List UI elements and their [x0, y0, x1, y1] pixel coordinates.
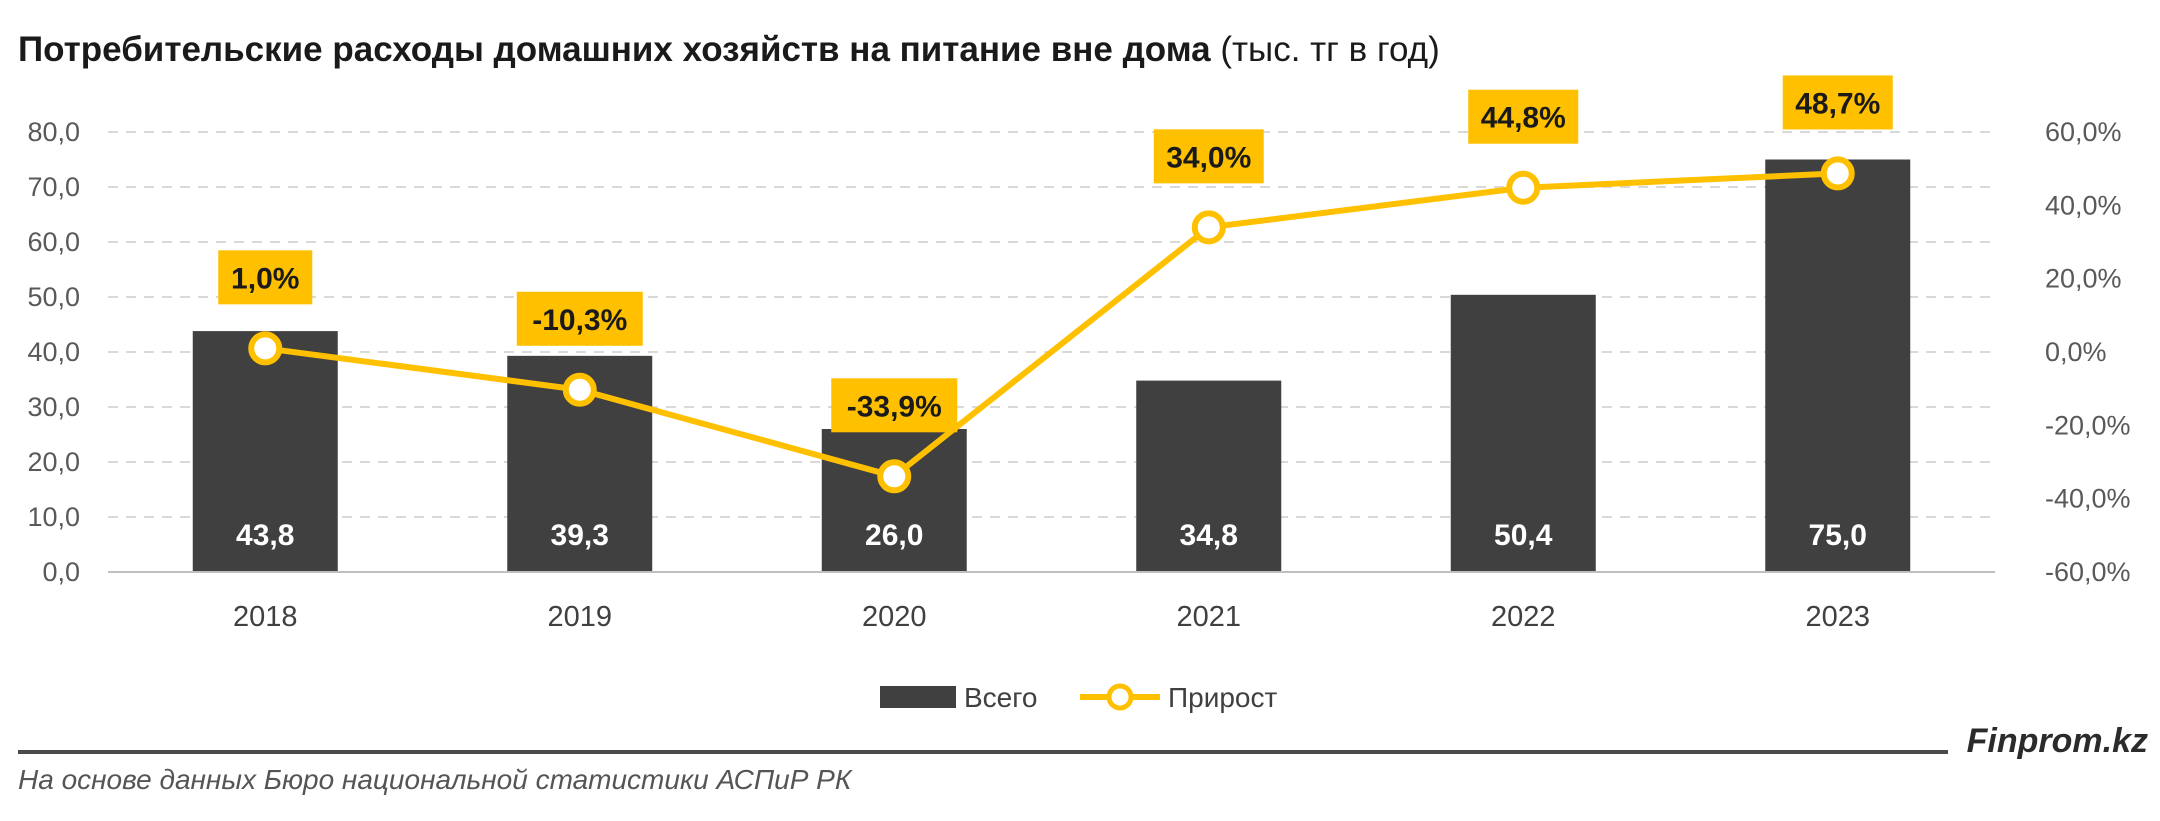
left-tick-label: 40,0 [27, 337, 80, 367]
left-tick-label: 0,0 [42, 557, 80, 587]
bar-2022 [1450, 294, 1596, 572]
left-tick-label: 70,0 [27, 172, 80, 202]
bars: 43,8 39,3 26,0 34,8 50,4 75,0 [192, 159, 1911, 572]
left-tick-label: 80,0 [27, 117, 80, 147]
growth-label-box [831, 378, 958, 433]
bar-2021 [1136, 380, 1282, 572]
bar-2020 [821, 429, 967, 572]
growth-value-label: 1,0% [231, 262, 299, 295]
growth-label-box [1153, 129, 1264, 184]
right-tick-label: 40,0% [2045, 190, 2122, 220]
growth-line: 1,0% -10,3% -33,9% 34,0% 44,8% 48,7% [218, 75, 1893, 494]
growth-point [877, 459, 912, 494]
growth-point [1191, 210, 1226, 245]
bar-value-label: 34,8 [1180, 519, 1238, 552]
category-label: 2021 [1176, 601, 1241, 633]
right-tick-label: 0,0% [2045, 337, 2107, 367]
growth-label-box [218, 250, 313, 305]
category-label: 2019 [547, 601, 612, 633]
growth-value-label: -10,3% [532, 304, 627, 337]
legend-label-total: Всего [964, 682, 1037, 713]
growth-value-label: -33,9% [847, 390, 942, 423]
bar-value-label: 43,8 [236, 519, 294, 552]
combo-chart: 0,0 10,0 20,0 30,0 40,0 50,0 60,0 70,0 80,0 -60,… [27, 75, 2131, 713]
category-label: 2020 [862, 601, 927, 633]
growth-label-box [1468, 89, 1579, 144]
chart-title: Потребительские расходы домашних хозяйст… [18, 30, 1440, 70]
legend: Всего Прирост [880, 682, 1277, 713]
left-tick-label: 30,0 [27, 392, 80, 422]
right-tick-label: -20,0% [2045, 410, 2131, 440]
category-label: 2023 [1805, 601, 1870, 633]
growth-point [1820, 156, 1855, 191]
left-tick-label: 20,0 [27, 447, 80, 477]
growth-line-path [264, 170, 1838, 480]
growth-point [1506, 170, 1541, 205]
category-label: 2018 [233, 601, 298, 633]
brand-logo: Finprom.kz [1966, 722, 2148, 760]
bar-2018 [192, 331, 338, 572]
bar-value-label: 39,3 [551, 519, 609, 552]
legend-swatch-bar [880, 686, 956, 708]
growth-value-label: 34,0% [1166, 141, 1251, 174]
growth-label-box [1782, 75, 1893, 130]
footer-divider [18, 750, 1948, 754]
chart-title-unit: (тыс. тг в год) [1220, 30, 1440, 69]
growth-label-box [516, 291, 643, 346]
chart-title-main: Потребительские расходы домашних хозяйст… [18, 30, 1211, 69]
bar-value-label: 50,4 [1494, 519, 1553, 552]
left-tick-label: 60,0 [27, 227, 80, 257]
right-tick-label: 20,0% [2045, 264, 2122, 294]
growth-point [562, 372, 597, 407]
legend-label-growth: Прирост [1168, 682, 1277, 713]
left-tick-label: 50,0 [27, 282, 80, 312]
right-tick-label: -40,0% [2045, 484, 2131, 514]
right-tick-label: 60,0% [2045, 117, 2122, 147]
source-note: На основе данных Бюро национальной стати… [18, 764, 852, 795]
bar-value-label: 75,0 [1809, 519, 1867, 552]
growth-value-label: 44,8% [1481, 102, 1566, 135]
bar-value-label: 26,0 [865, 519, 923, 552]
legend-swatch-marker [1106, 683, 1134, 711]
left-axis: 0,0 10,0 20,0 30,0 40,0 50,0 60,0 70,0 80,0 [27, 117, 80, 587]
right-tick-label: -60,0% [2045, 557, 2131, 587]
x-axis: 2018 2019 2020 2021 2022 2023 [108, 571, 1995, 633]
bar-2023 [1765, 159, 1911, 572]
left-tick-label: 10,0 [27, 502, 80, 532]
right-axis: -60,0% -40,0% -20,0% 0,0% 20,0% 40,0% 60,0% [2045, 117, 2131, 587]
gridlines [108, 131, 1995, 518]
growth-point [248, 331, 283, 366]
category-label: 2022 [1491, 601, 1556, 633]
growth-value-label: 48,7% [1795, 87, 1880, 120]
